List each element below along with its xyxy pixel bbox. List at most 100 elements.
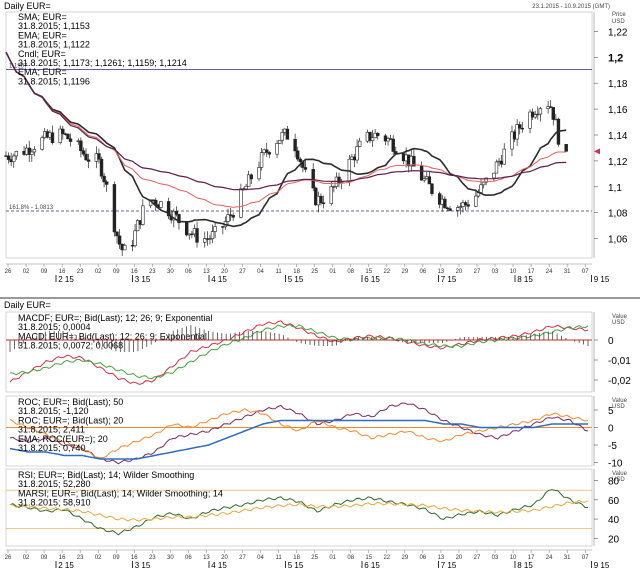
panel-legend-entry: MACDF; EUR=; Bid(Last); 12; 26; 9; Expon… <box>18 313 212 323</box>
price-tick-label: 1,14 <box>608 131 628 142</box>
candle-body <box>492 172 496 179</box>
x-day-label: 04 <box>257 555 264 561</box>
candle-body <box>203 238 207 243</box>
x-month-label: 2 15 <box>58 275 74 284</box>
candle-body <box>208 238 212 240</box>
candle-body <box>30 151 34 155</box>
panel-tick-label: -10 <box>608 459 623 470</box>
candle-body <box>355 146 359 161</box>
candle-body <box>123 245 127 251</box>
x-day-label: 03 <box>492 555 499 561</box>
candle-body <box>12 155 16 163</box>
x-day-label: 08 <box>347 555 354 561</box>
candle-body <box>104 181 109 185</box>
x-day-label: 02 <box>23 555 30 561</box>
x-month-label: 6 15 <box>364 561 380 570</box>
candle-body <box>6 155 11 160</box>
x-day-label: 23 <box>149 555 156 561</box>
ema-fast-line <box>5 51 567 208</box>
candle-body <box>213 226 217 232</box>
x-day-label: 23 <box>77 269 84 275</box>
x-day-label: 20 <box>456 269 463 275</box>
x-day-label: 17 <box>528 555 535 561</box>
panel-legend-entry: 31.8.2015; 52,280 <box>18 479 91 489</box>
x-month-label: 5 15 <box>288 561 304 570</box>
x-day-label: 27 <box>474 269 481 275</box>
x-month-label: 5 15 <box>288 275 304 284</box>
price-tick-label: 1,06 <box>608 235 628 246</box>
candle-body <box>458 206 463 208</box>
x-day-label: 18 <box>293 555 300 561</box>
x-month-label: 8 15 <box>517 561 533 570</box>
panel-tick-label: -5 <box>608 441 617 452</box>
x-day-label: 26 <box>5 269 12 275</box>
candle-body <box>412 155 416 167</box>
x-month-label: 7 15 <box>441 561 457 570</box>
candle-body <box>40 137 44 150</box>
panel-legend: MACDF; EUR=; Bid(Last); 12; 26; 9; Expon… <box>18 313 212 351</box>
x-day-label: 30 <box>167 555 174 561</box>
candle-body <box>277 139 282 144</box>
candle-body <box>117 235 122 245</box>
candle-body <box>370 137 375 141</box>
x-month-label: 4 15 <box>211 561 227 570</box>
candle-body <box>177 214 181 224</box>
candle-body <box>494 161 499 174</box>
x-day-label: 09 <box>113 269 120 275</box>
panel-tick-label: 20 <box>608 534 620 545</box>
panel-unit-label: Value <box>612 314 628 320</box>
candle-body <box>81 150 86 155</box>
candle-body <box>68 138 73 142</box>
price-legend-entry: 31.8.2015; 1,1196 <box>18 76 90 86</box>
x-day-label: 06 <box>420 269 427 275</box>
x-day-label: 08 <box>347 269 354 275</box>
candle-body <box>244 186 248 190</box>
candle-body <box>112 184 117 233</box>
indicator-panel-title: Daily EUR= <box>4 300 51 310</box>
x-day-label: 06 <box>420 555 427 561</box>
candle-body <box>293 139 297 152</box>
candle-body <box>466 204 470 207</box>
panel-tick-label: 40 <box>608 515 620 526</box>
x-day-label: 29 <box>401 555 408 561</box>
candle-body <box>99 158 104 177</box>
candle-body <box>538 108 543 115</box>
candle-body <box>210 231 215 240</box>
candle-body <box>174 211 179 215</box>
x-day-label: 11 <box>275 555 282 561</box>
x-day-label: 20 <box>221 269 228 275</box>
rsi-line <box>9 489 588 536</box>
x-day-label: 16 <box>131 555 138 561</box>
x-day-label: 16 <box>131 269 138 275</box>
x-day-label: 01 <box>329 555 336 561</box>
price-unit-label: USD <box>612 19 625 25</box>
candle-body <box>329 186 333 204</box>
candle-body <box>50 132 55 143</box>
x-day-label: 06 <box>185 555 192 561</box>
horizontal-ref-label: 161,8% - 1,0813 <box>9 205 54 211</box>
sma-line <box>5 51 567 228</box>
x-day-label: 22 <box>383 555 390 561</box>
panel-unit-label: USD <box>612 320 625 326</box>
candle-body <box>332 186 336 188</box>
x-day-label: 23 <box>77 555 84 561</box>
x-month-label: 7 15 <box>441 275 457 284</box>
x-day-label: 22 <box>383 269 390 275</box>
x-day-label: 26 <box>5 555 12 561</box>
x-day-label: 24 <box>546 269 553 275</box>
price-legend-entry: 31.8.2015; 1,1122 <box>18 40 90 50</box>
price-tick-label: 1,18 <box>608 79 628 90</box>
x-day-label: 25 <box>311 269 318 275</box>
x-day-label: 27 <box>474 555 481 561</box>
x-day-label: 16 <box>59 269 66 275</box>
x-day-label: 29 <box>401 269 408 275</box>
candle-body <box>518 124 522 129</box>
x-day-label: 23 <box>149 269 156 275</box>
x-day-label: 11 <box>275 269 282 275</box>
price-unit-label: Price <box>612 12 626 18</box>
x-day-label: 13 <box>438 269 445 275</box>
candle-body <box>515 124 519 140</box>
candle-body <box>66 133 70 140</box>
candle-body <box>386 138 390 142</box>
